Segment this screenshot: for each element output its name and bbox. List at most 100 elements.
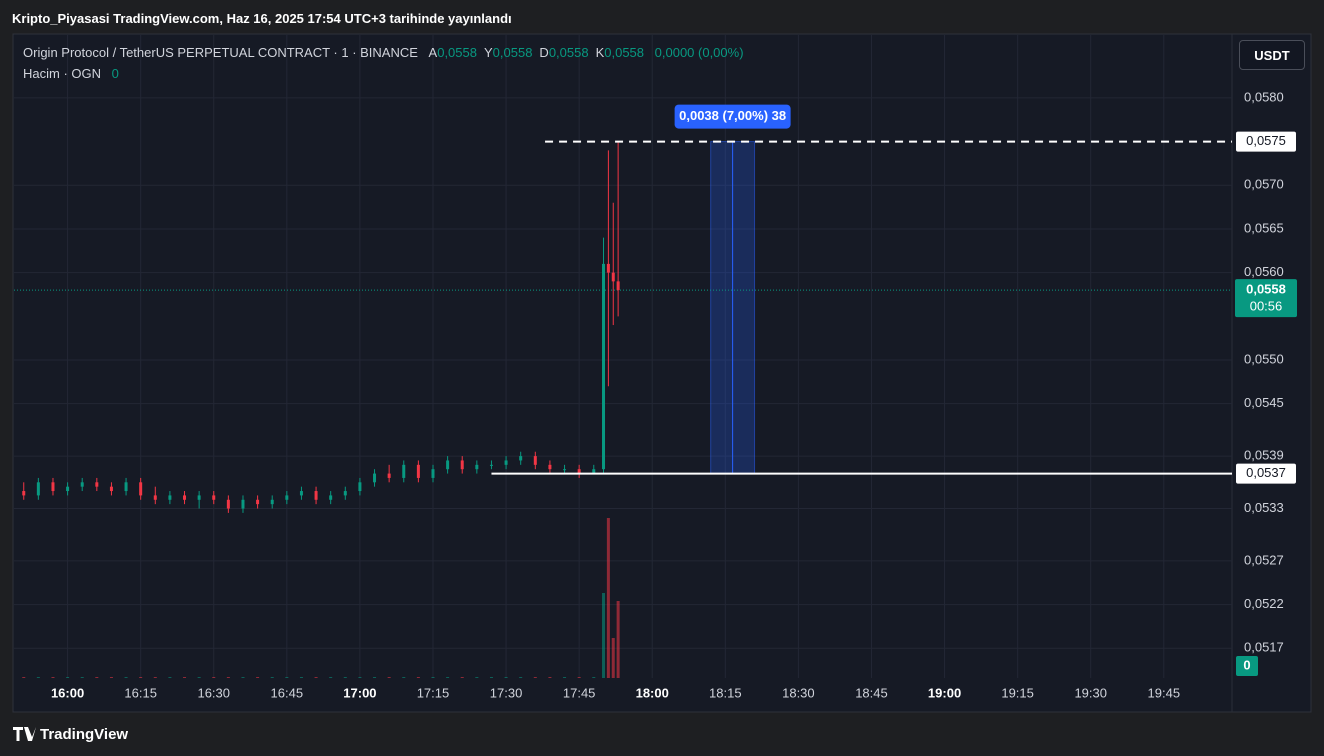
candle-body (256, 499, 260, 505)
candle-body (592, 469, 596, 474)
measure-label-box (674, 104, 791, 129)
candle-body (460, 460, 464, 470)
candle-body (314, 491, 318, 500)
volume-title: Hacim · OGN (23, 66, 101, 81)
volume-legend: Hacim · OGN 0 (23, 66, 119, 81)
candle-body (197, 495, 201, 500)
symbol-legend: Origin Protocol / TetherUS PERPETUAL CON… (23, 45, 744, 60)
ohlc-values: A0,0558 Y0,0558 D0,0558 K0,0558 (422, 45, 644, 60)
y-tick-label: 0,0570 (1244, 177, 1284, 192)
y-tick-label: 0,0527 (1244, 552, 1284, 567)
candle-body (611, 272, 615, 282)
symbol-title: Origin Protocol / TetherUS PERPETUAL CON… (23, 45, 418, 60)
last-price-label: 0,0558 (1246, 282, 1286, 297)
last-price-box (1235, 279, 1297, 318)
ohlc-key: D (539, 45, 549, 60)
candle-body (109, 486, 113, 492)
y-tick-label: 0,0522 (1244, 596, 1284, 611)
candle-body (124, 482, 128, 492)
volume-bar (446, 677, 450, 678)
volume-bar (139, 677, 143, 678)
candle-body (358, 482, 362, 492)
y-tick-label: 0,0517 (1244, 640, 1284, 655)
y-tick-label: 0,0565 (1244, 220, 1284, 235)
volume-axis-box (1236, 656, 1258, 676)
volume-bar (504, 677, 508, 678)
volume-bar (387, 677, 391, 678)
volume-bar (416, 677, 420, 678)
candle-body (285, 495, 289, 500)
volume-bar (343, 677, 347, 678)
volume-bar (212, 677, 216, 678)
candle-body (329, 495, 333, 500)
volume-bar (548, 677, 552, 678)
candle-body (616, 281, 620, 291)
volume-bar (241, 677, 245, 678)
tv-logo (13, 727, 36, 741)
x-tick-label: 17:15 (417, 685, 450, 700)
volume-bar (270, 677, 274, 678)
volume-bar (299, 677, 303, 678)
ohlc-key: Y (483, 45, 493, 60)
candle-body (563, 469, 567, 471)
volume-bar (95, 677, 99, 678)
volume-bar (51, 677, 55, 678)
candle-body (270, 499, 274, 505)
candle-body (139, 482, 143, 496)
x-tick-label: 18:30 (782, 685, 815, 700)
volume-bar (256, 677, 260, 678)
y-tick-label: 0,0560 (1244, 264, 1284, 279)
x-tick-label: 16:30 (197, 685, 230, 700)
plot-layer: 0,0580 0,0570 0,0565 0,0560 0,0550 0,0545 0,05… (14, 35, 1297, 700)
candle-body (606, 263, 610, 273)
volume-bar (602, 593, 606, 678)
ohlc-value: 0,0558 (604, 45, 645, 60)
volume-bar (358, 677, 362, 678)
currency-button[interactable]: USDT (1239, 40, 1305, 70)
candle-body (241, 499, 245, 509)
x-tick-label: 19:45 (1148, 685, 1181, 700)
volume-bar (153, 677, 157, 678)
volume-bar (592, 677, 596, 678)
publish-title: Kripto_Piyasasi TradingView.com, Haz 16,… (12, 11, 512, 26)
price-label-box (1236, 131, 1296, 152)
candle-body (80, 482, 84, 487)
volume-bar (577, 677, 581, 678)
candle-body (504, 460, 508, 465)
x-tick-label: 18:45 (855, 685, 888, 700)
candle-body (36, 482, 40, 496)
candle-body (431, 469, 435, 478)
volume-bar (124, 677, 128, 678)
volume-bar (533, 677, 537, 678)
measure-label: 0,0038 (7,00%) 38 (679, 108, 786, 123)
y-tick-label: 0,0533 (1244, 500, 1284, 515)
volume-bar (606, 518, 610, 678)
volume-bar (197, 677, 201, 678)
volume-bar (616, 601, 620, 678)
x-tick-label: 16:15 (124, 685, 157, 700)
ohlc-value: 0,0558 (437, 45, 477, 60)
candle-body (168, 495, 172, 500)
x-tick-label: 19:30 (1074, 685, 1107, 700)
volume-bar (460, 677, 464, 678)
candle-body (22, 491, 26, 496)
volume-bar (80, 677, 84, 678)
x-tick-label: 17:45 (563, 685, 596, 700)
ohlc-value: 0,0558 (492, 45, 533, 60)
volume-bar (22, 677, 26, 678)
countdown: 00:56 (1250, 299, 1283, 314)
candle-body (66, 486, 70, 492)
volume-bar (314, 677, 318, 678)
candle-body (577, 469, 581, 474)
x-tick-label: 18:15 (709, 685, 742, 700)
volume-bar (285, 677, 289, 678)
x-tick-label: 17:30 (490, 685, 523, 700)
volume-bar (329, 677, 333, 678)
candle-body (475, 464, 479, 470)
volume-bar (66, 677, 70, 678)
candle-body (183, 495, 187, 500)
x-tick-label: 19:00 (928, 685, 961, 700)
y-tick-label: 0,0580 (1244, 89, 1284, 104)
y-tick-label: 0,0539 (1244, 448, 1284, 463)
